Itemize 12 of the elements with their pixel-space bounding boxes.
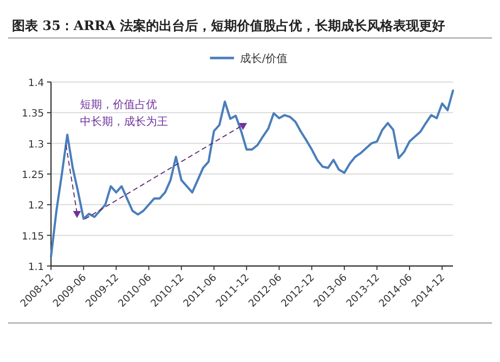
y-tick-label: 1.4 xyxy=(28,78,44,89)
y-tick-label: 1.25 xyxy=(22,170,44,181)
annotation: 短期，价值占优 xyxy=(80,98,157,111)
y-tick-label: 1.1 xyxy=(28,262,44,273)
y-tick-label: 1.2 xyxy=(28,200,44,212)
y-tick-label: 1.3 xyxy=(28,139,44,150)
y-tick-label: 1.35 xyxy=(22,108,44,120)
chart-title: 图表 35：ARRA 法案的出台后，短期价值股占优，长期成长风格表现更好 xyxy=(12,18,445,34)
y-tick-label: 1.15 xyxy=(22,231,44,242)
line-series xyxy=(50,89,454,258)
annotation: 中长期，成长为王 xyxy=(80,115,168,128)
legend-label: 成长/价值 xyxy=(240,52,288,65)
